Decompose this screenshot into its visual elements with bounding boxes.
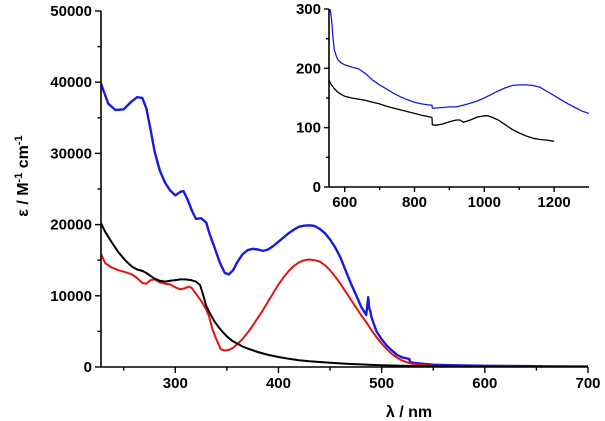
main-y-tick-label: 10000 — [50, 288, 92, 305]
inset-x-tick-label: 600 — [332, 194, 357, 211]
main-x-tick-label: 400 — [266, 375, 291, 392]
inset-y-tick-label: 0 — [313, 179, 321, 196]
main-y-axis-label: ε / M-1 cm-1 — [13, 135, 32, 216]
main-y-tick-label: 40000 — [50, 74, 92, 91]
inset-x-tick-label: 1200 — [537, 194, 570, 211]
main-x-axis-label: λ / nm — [386, 404, 432, 421]
main-y-tick-label: 20000 — [50, 217, 92, 234]
main-y-tick-label: 50000 — [50, 3, 92, 20]
inset-series-black-line — [329, 79, 555, 142]
main-series-red-line — [101, 253, 588, 367]
inset-y-tick-label: 200 — [296, 60, 321, 77]
inset-series-blue-line — [329, 9, 589, 115]
inset-y-tick-label: 300 — [296, 1, 321, 18]
inset-y-tick-label: 100 — [296, 120, 321, 137]
main-plot: ε / M-1 cm-1 λ / nm 300 400 500 600 70001000… — [13, 3, 601, 421]
main-x-tick-label: 600 — [472, 375, 497, 392]
main-series-blue-line — [101, 83, 588, 367]
main-y-tick-label: 30000 — [50, 145, 92, 162]
main-y-tick-label: 0 — [84, 359, 92, 376]
inset-x-tick-label: 1000 — [468, 194, 501, 211]
inset-plot: 600 800 1000 1200 0 100 200 300 — [296, 1, 589, 211]
main-x-tick-label: 500 — [369, 375, 394, 392]
main-x-tick-label: 700 — [575, 375, 600, 392]
inset-x-tick-label: 800 — [402, 194, 427, 211]
main-x-tick-label: 300 — [163, 375, 188, 392]
main-series-black-line — [101, 222, 588, 367]
